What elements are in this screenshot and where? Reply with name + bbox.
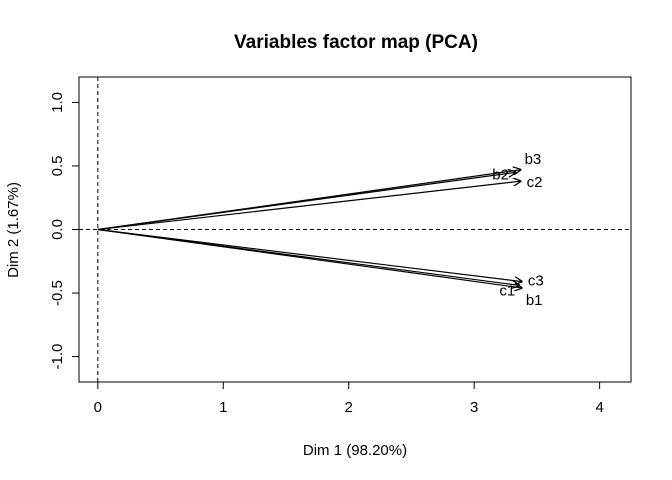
- arrow-c3: [97, 228, 522, 282]
- y-tick-label: 0.0: [49, 219, 66, 240]
- x-tick-label: 0: [94, 399, 102, 416]
- variable-label-c1: c1: [499, 282, 515, 299]
- variable-labels: b3 b2 c2 c3 c1 b1: [492, 151, 543, 309]
- x-tick-label: 4: [595, 399, 603, 416]
- y-tick-label: 1.0: [49, 92, 66, 113]
- x-tick-label: 3: [470, 399, 478, 416]
- y-tick-label: -0.5: [49, 280, 66, 306]
- variable-label-b2: b2: [492, 166, 509, 183]
- y-axis: -1.0 -0.5 0.0 0.5 1.0: [49, 92, 79, 370]
- arrow-b2: [97, 172, 516, 231]
- y-tick-label: -1.0: [49, 344, 66, 370]
- chart-title: Variables factor map (PCA): [234, 32, 478, 53]
- x-axis: 0 1 2 3 4: [94, 382, 604, 416]
- y-tick-label: 0.5: [49, 156, 66, 177]
- arrow-c2: [97, 181, 521, 231]
- y-axis-label: Dim 2 (1.67%): [5, 182, 22, 278]
- variable-label-c2: c2: [527, 174, 543, 191]
- x-tick-label: 1: [219, 399, 227, 416]
- variable-label-b1: b1: [526, 292, 543, 309]
- x-tick-label: 2: [345, 399, 353, 416]
- reference-lines: [79, 77, 631, 382]
- arrow-b1: [97, 228, 522, 288]
- variable-label-b3: b3: [525, 151, 542, 168]
- variable-arrows: [97, 170, 522, 288]
- x-axis-label: Dim 1 (98.20%): [303, 442, 407, 459]
- variable-label-c3: c3: [528, 273, 544, 290]
